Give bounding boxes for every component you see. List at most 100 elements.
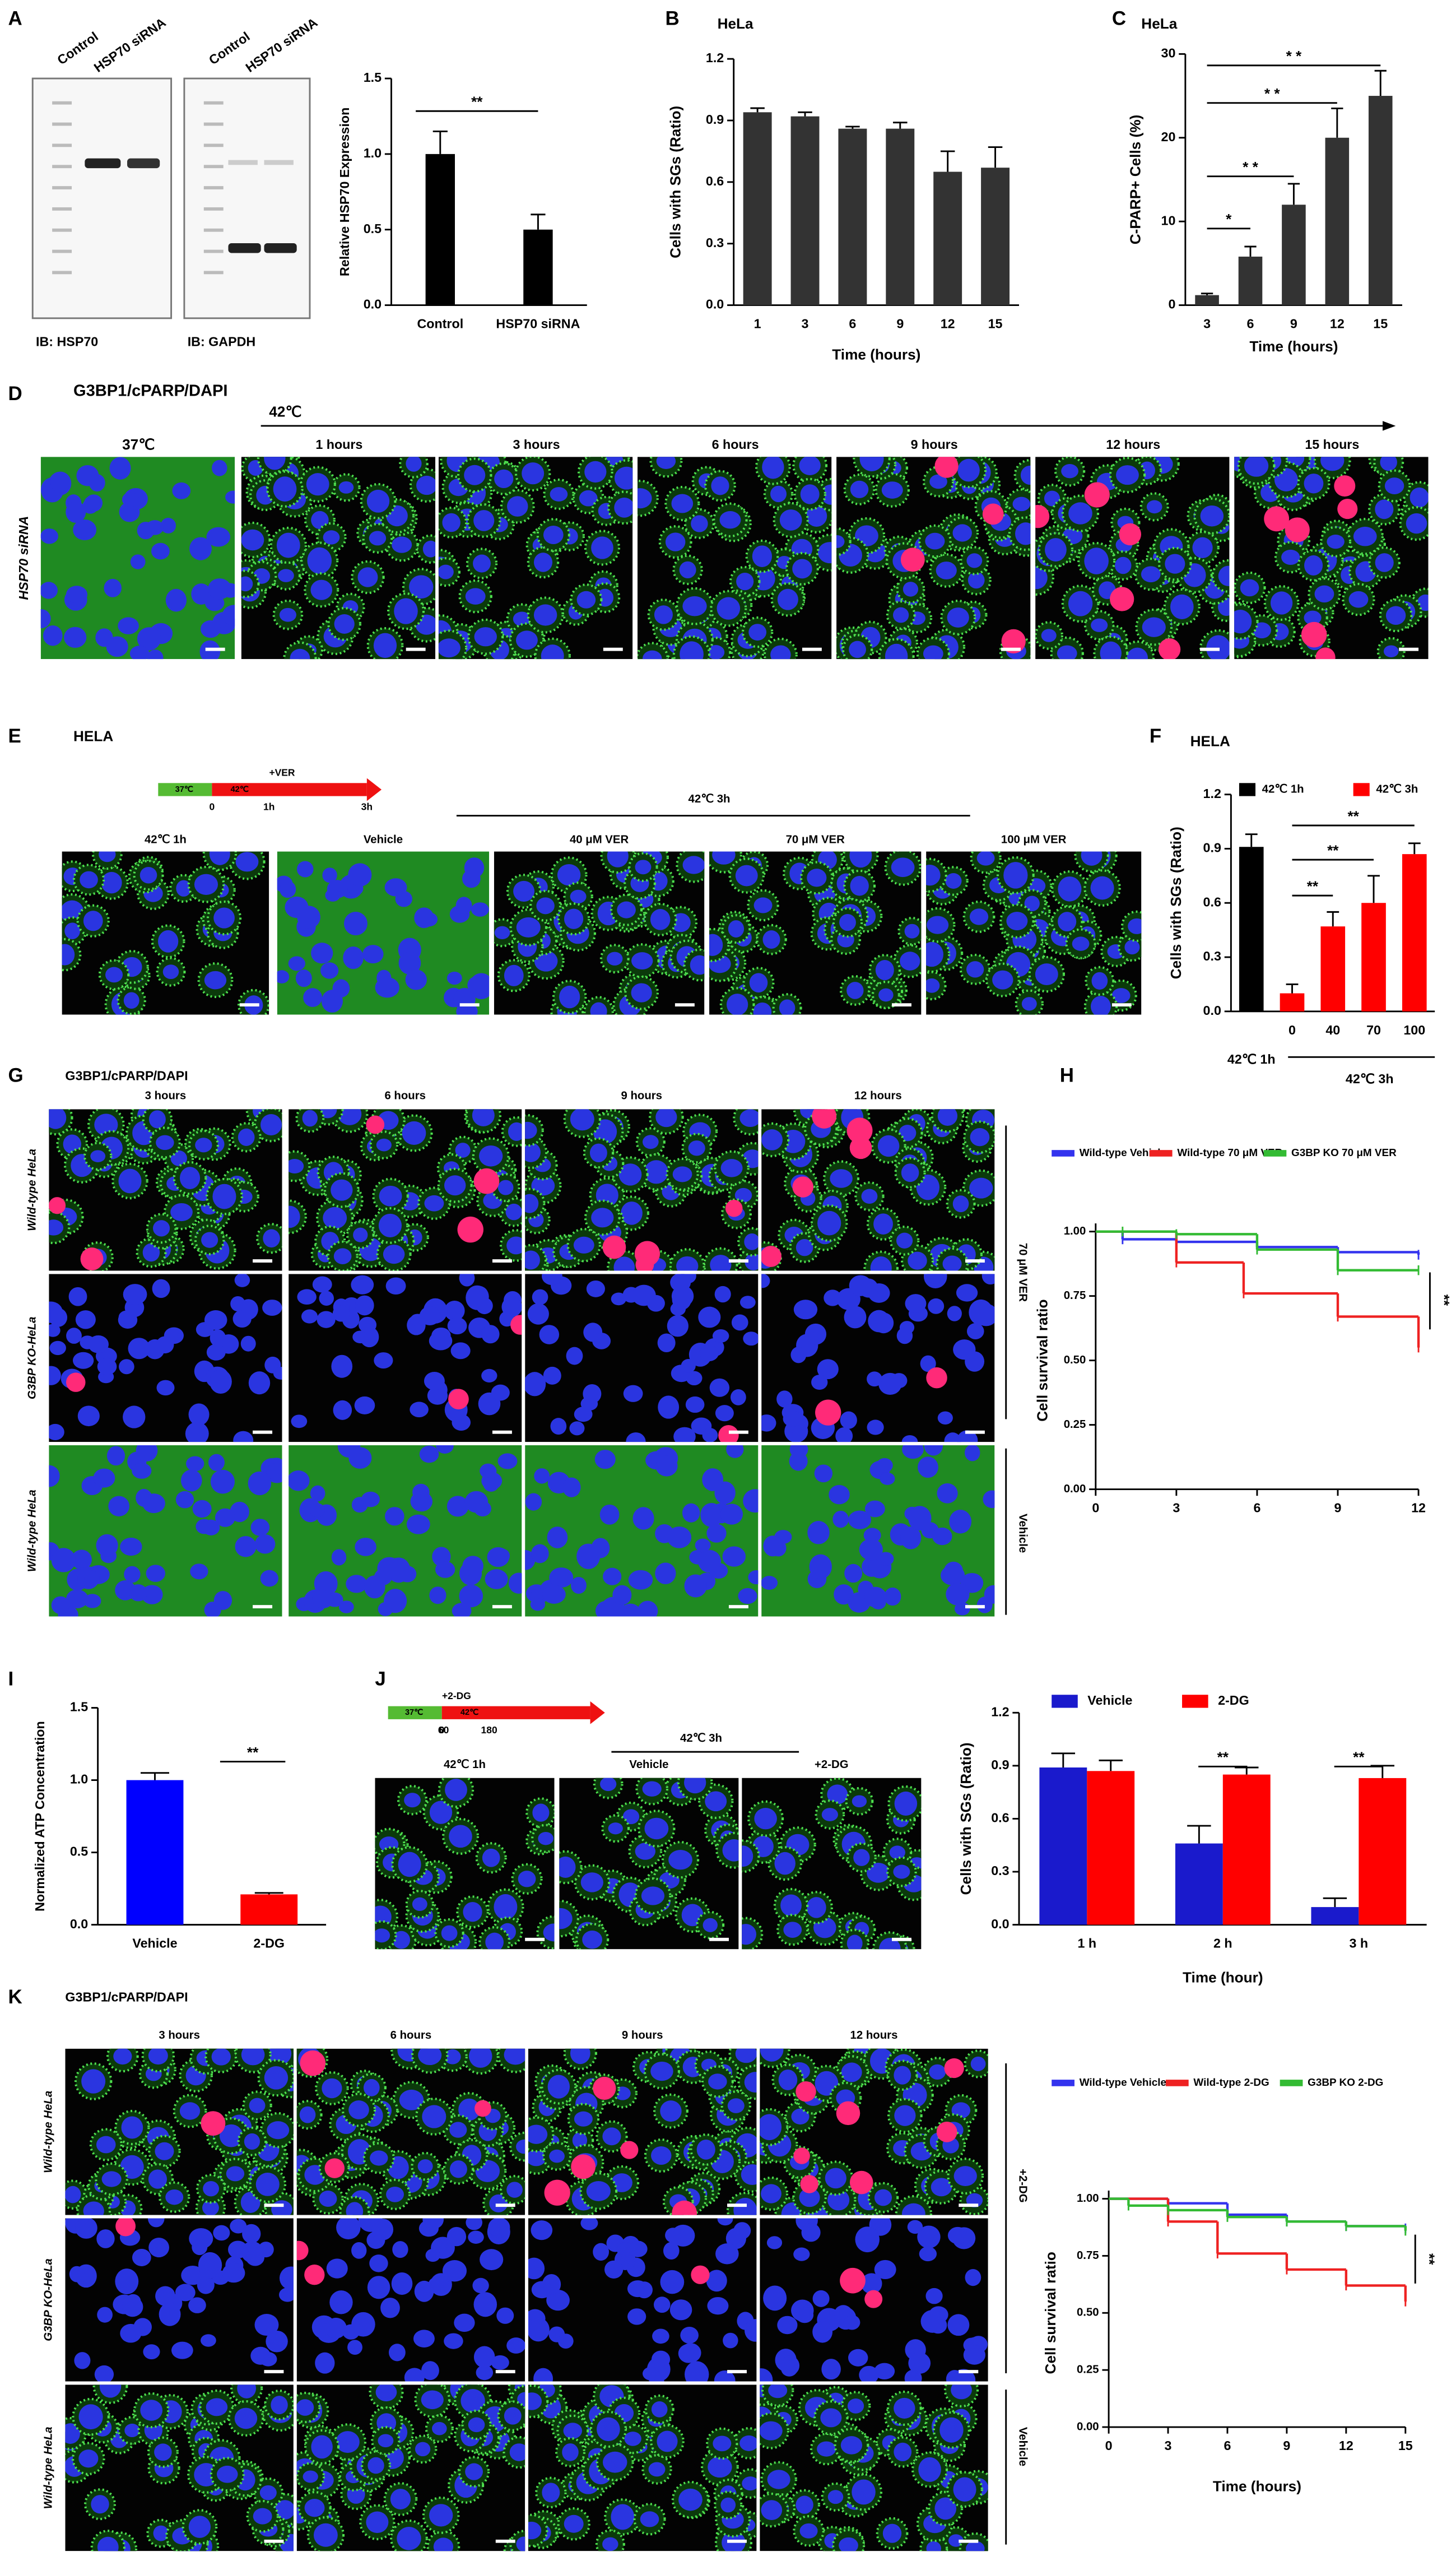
image-label: 15 hours bbox=[1305, 437, 1359, 452]
timeline-label: 3h bbox=[361, 801, 373, 813]
x-tick-label: 6 bbox=[1253, 1501, 1260, 1515]
nucleus bbox=[226, 2166, 245, 2182]
nucleus bbox=[800, 484, 820, 504]
nucleus bbox=[618, 1163, 642, 1186]
nucleus bbox=[1021, 997, 1037, 1011]
image-label: 3 hours bbox=[145, 1089, 187, 1102]
nucleus bbox=[279, 2266, 294, 2290]
nucleus bbox=[925, 532, 945, 550]
nucleus bbox=[422, 540, 436, 558]
cparp-cell bbox=[571, 2154, 596, 2179]
nucleus bbox=[564, 2514, 584, 2533]
nucleus bbox=[739, 1109, 759, 1128]
micrograph bbox=[296, 2218, 525, 2382]
nucleus bbox=[108, 1496, 130, 1516]
nucleus bbox=[936, 562, 957, 579]
micrograph bbox=[836, 457, 1031, 660]
x-tick-label: 70 bbox=[1366, 1023, 1381, 1037]
nucleus bbox=[245, 2249, 265, 2266]
bar bbox=[523, 229, 553, 305]
nucleus bbox=[1281, 549, 1300, 565]
nucleus bbox=[680, 641, 704, 660]
cparp-cell bbox=[815, 1399, 841, 1426]
cparp-cell bbox=[836, 2101, 860, 2126]
nucleus bbox=[147, 649, 164, 660]
nucleus bbox=[599, 1778, 617, 1792]
nucleus bbox=[932, 1527, 952, 1546]
nucleus bbox=[671, 1285, 694, 1307]
band bbox=[264, 243, 297, 253]
nucleus bbox=[508, 1122, 522, 1141]
nucleus bbox=[398, 1852, 421, 1877]
nucleus bbox=[384, 1589, 407, 1613]
bar bbox=[1311, 1907, 1359, 1925]
cparp-cell bbox=[1110, 587, 1134, 611]
nucleus bbox=[682, 1503, 700, 1523]
nucleus bbox=[322, 2078, 342, 2099]
cparp-cell bbox=[812, 1109, 837, 1129]
chart-title: HELA bbox=[73, 728, 113, 745]
nucleus bbox=[531, 1176, 555, 1196]
nucleus bbox=[928, 1298, 945, 1314]
nucleus bbox=[727, 994, 748, 1015]
nucleus bbox=[69, 2266, 85, 2282]
nucleus bbox=[778, 2070, 798, 2090]
nucleus bbox=[632, 1507, 654, 1530]
cparp-cell bbox=[66, 1372, 86, 1392]
nucleus bbox=[410, 1491, 433, 1512]
nucleus bbox=[64, 627, 87, 648]
nucleus bbox=[232, 1310, 252, 1328]
micrograph-bg bbox=[49, 1445, 282, 1617]
bar bbox=[1359, 1778, 1407, 1925]
nucleus bbox=[362, 945, 384, 964]
nucleus bbox=[481, 1325, 500, 1344]
nucleus bbox=[904, 924, 920, 939]
micrograph bbox=[559, 1778, 739, 1950]
nucleus bbox=[918, 2457, 941, 2482]
nucleus bbox=[346, 2202, 364, 2215]
nucleus bbox=[119, 1359, 134, 1375]
x-tick-label: 15 bbox=[1398, 2438, 1413, 2453]
nucleus bbox=[894, 2442, 912, 2462]
nucleus bbox=[43, 625, 63, 646]
nucleus bbox=[702, 1428, 718, 1442]
nucleus bbox=[901, 1163, 919, 1182]
nucleus bbox=[908, 1251, 927, 1270]
y-tick-label: 0.75 bbox=[1064, 1289, 1086, 1302]
nucleus bbox=[722, 1546, 746, 1567]
sig-label: * * bbox=[1264, 85, 1280, 102]
nucleus bbox=[212, 1184, 236, 1209]
nucleus bbox=[332, 1305, 350, 1322]
nucleus bbox=[94, 2365, 114, 2382]
nucleus bbox=[250, 2346, 271, 2365]
panel-letter: K bbox=[8, 1986, 22, 2008]
nucleus bbox=[642, 2367, 659, 2381]
nucleus bbox=[255, 2173, 280, 2196]
nucleus bbox=[531, 2220, 553, 2240]
nucleus bbox=[522, 462, 545, 485]
nucleus bbox=[192, 1500, 212, 1518]
timeline-label: 0 bbox=[439, 1724, 445, 1736]
nucleus bbox=[780, 1894, 802, 1917]
cparp-cell bbox=[473, 1168, 500, 1194]
nucleus bbox=[506, 2182, 523, 2198]
nucleus bbox=[238, 1128, 255, 1146]
micrograph bbox=[637, 457, 832, 660]
nucleus bbox=[629, 2240, 648, 2257]
nucleus bbox=[280, 880, 296, 898]
nucleus bbox=[712, 1329, 729, 1343]
nucleus bbox=[209, 851, 230, 865]
nucleus bbox=[748, 624, 767, 641]
nucleus bbox=[192, 2239, 208, 2256]
nucleus bbox=[72, 1352, 94, 1369]
arrow-head bbox=[590, 1701, 605, 1724]
nucleus bbox=[235, 852, 259, 872]
nucleus bbox=[307, 547, 332, 574]
nucleus bbox=[118, 617, 139, 634]
nucleus bbox=[953, 2166, 977, 2187]
image-label: 3 hours bbox=[513, 437, 560, 452]
nucleus bbox=[409, 575, 434, 599]
nucleus bbox=[485, 1569, 508, 1589]
x-tick-label: 3 bbox=[1203, 317, 1211, 331]
nucleus bbox=[496, 2307, 514, 2324]
